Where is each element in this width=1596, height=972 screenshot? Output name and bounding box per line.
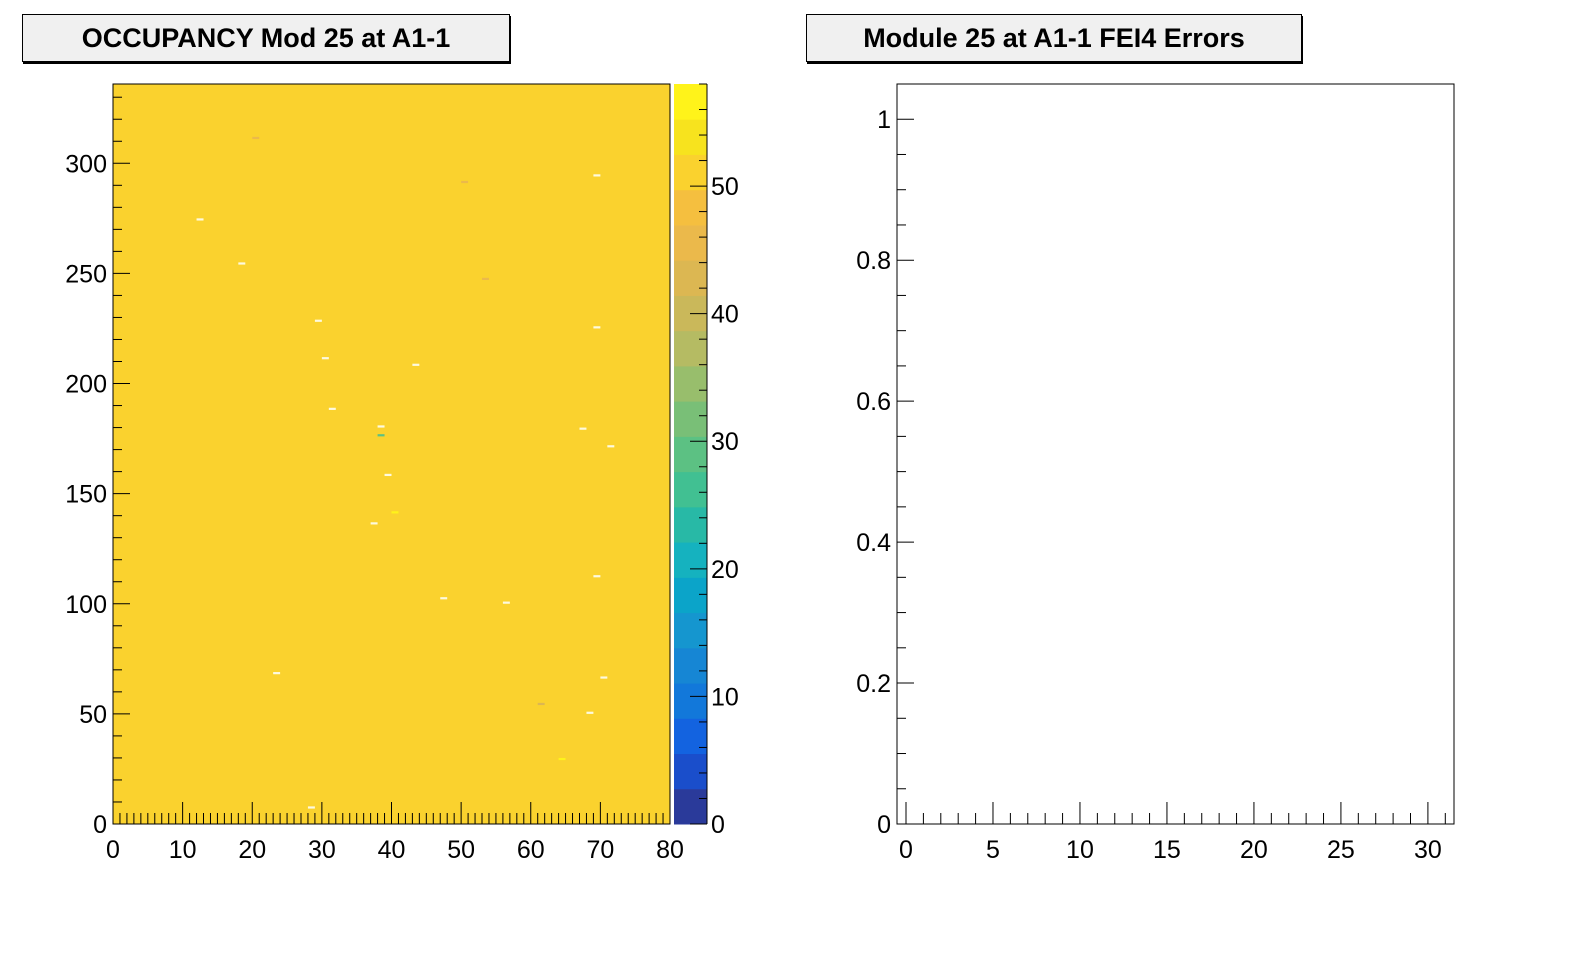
heatmap-fill: [113, 84, 670, 824]
palette-tick-label: 30: [711, 428, 739, 456]
x-tick-label: 25: [1327, 836, 1355, 864]
heatmap-cell: [593, 575, 601, 578]
heatmap-cell: [328, 407, 336, 410]
y-tick-label: 100: [65, 591, 107, 619]
x-tick-label: 20: [238, 836, 266, 864]
palette-tick-label: 20: [711, 556, 739, 584]
heatmap-cell: [384, 473, 392, 477]
x-tick-label: 5: [986, 836, 1000, 864]
heatmap-cell: [321, 357, 329, 360]
y-tick-label: 0: [93, 811, 107, 839]
heatmap-cell: [593, 174, 601, 177]
palette-segment: [674, 683, 707, 719]
x-tick-label: 70: [586, 836, 614, 864]
heatmap-cell: [412, 363, 420, 366]
heatmap-cell: [307, 806, 315, 809]
y-tick-label: 0: [877, 811, 891, 839]
palette-segment: [674, 612, 707, 649]
heatmap-cell: [558, 757, 566, 761]
heatmap-cell: [607, 445, 615, 448]
x-tick-label: 0: [899, 836, 913, 864]
heatmap-cell: [593, 326, 601, 329]
heatmap-cell: [502, 601, 510, 604]
palette-segment: [674, 260, 707, 296]
palette-tick-label: 40: [711, 301, 739, 329]
palette-segment: [674, 84, 707, 120]
palette-segment: [674, 436, 707, 473]
palette-segment: [674, 788, 707, 825]
palette-tick-label: 50: [711, 173, 739, 201]
palette-segment: [674, 577, 707, 614]
x-tick-label: 0: [106, 836, 120, 864]
palette-tick-label: 10: [711, 683, 739, 711]
y-tick-label: 0.8: [856, 247, 891, 275]
y-tick-label: 0.4: [856, 529, 891, 557]
palette-segment: [674, 506, 707, 543]
x-tick-label: 50: [447, 836, 475, 864]
heatmap-cell: [461, 180, 469, 184]
y-tick-label: 0.6: [856, 388, 891, 416]
palette-segment: [674, 718, 707, 755]
x-tick-label: 30: [1414, 836, 1442, 864]
heatmap-cell: [238, 262, 246, 265]
palette-segment: [674, 189, 707, 226]
x-tick-label: 10: [1066, 836, 1094, 864]
x-tick-label: 15: [1153, 836, 1181, 864]
palette-segment: [674, 471, 707, 508]
y-tick-label: 1: [877, 106, 891, 134]
heatmap-cell: [252, 136, 260, 140]
occupancy-title: OCCUPANCY Mod 25 at A1-1: [22, 14, 510, 62]
heatmap-cell: [600, 676, 608, 679]
y-tick-label: 150: [65, 481, 107, 509]
heatmap-cell: [377, 434, 385, 437]
heatmap-cell: [196, 218, 204, 221]
palette-segment: [674, 753, 707, 790]
heatmap-cell: [482, 277, 489, 281]
y-tick-label: 250: [65, 260, 107, 288]
heatmap-cell: [370, 522, 378, 525]
palette-segment: [674, 330, 707, 367]
y-tick-label: 0.2: [856, 670, 891, 698]
heatmap-cell: [377, 425, 385, 428]
y-tick-label: 50: [79, 701, 107, 729]
palette-segment: [674, 365, 707, 402]
palette-segment: [674, 542, 707, 578]
y-tick-label: 200: [65, 371, 107, 399]
heatmap-cell: [273, 672, 281, 675]
heatmap-cell: [391, 511, 399, 514]
palette-tick-label: 0: [711, 811, 725, 839]
x-tick-label: 80: [656, 836, 684, 864]
palette-segment: [674, 647, 707, 684]
x-tick-label: 10: [169, 836, 197, 864]
errors-frame: [896, 83, 1455, 825]
errors-title: Module 25 at A1-1 FEI4 Errors: [806, 14, 1302, 62]
heatmap-cell: [314, 319, 322, 322]
palette-segment: [674, 224, 707, 261]
heatmap-cell: [579, 427, 587, 430]
palette-segment: [674, 401, 707, 437]
x-tick-label: 60: [517, 836, 545, 864]
heatmap-cell: [537, 702, 545, 706]
y-tick-label: 300: [65, 150, 107, 178]
x-tick-label: 40: [378, 836, 406, 864]
palette-segment: [674, 154, 707, 191]
palette-segment: [674, 119, 707, 155]
x-tick-label: 30: [308, 836, 336, 864]
heatmap-cell: [440, 597, 448, 600]
heatmap-cell: [586, 711, 594, 714]
x-tick-label: 20: [1240, 836, 1268, 864]
